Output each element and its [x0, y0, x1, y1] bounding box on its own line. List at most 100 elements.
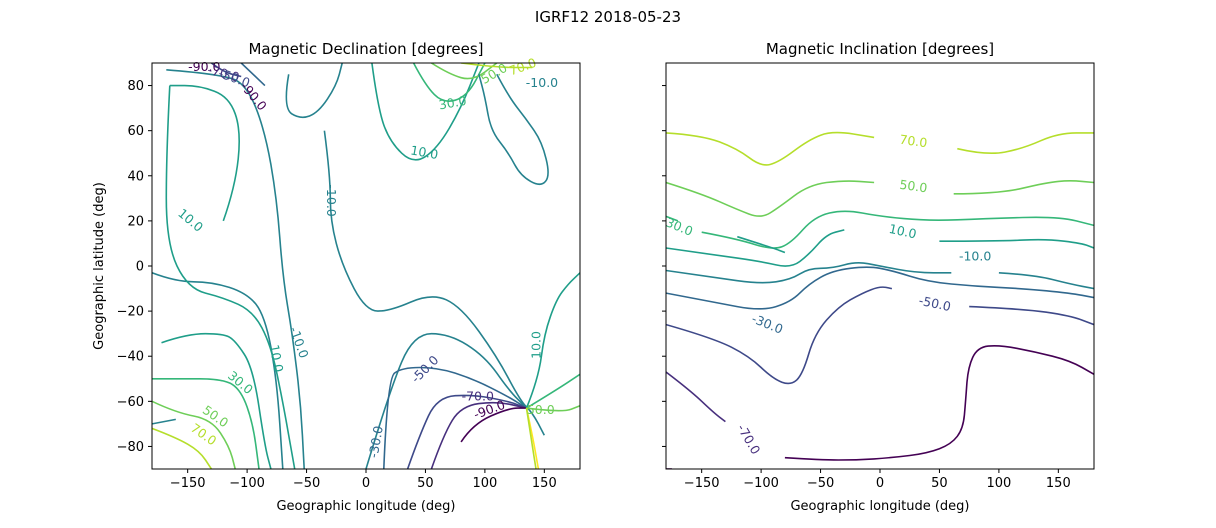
contour-line--10 — [666, 262, 952, 284]
contour-line-10 — [169, 84, 240, 222]
contour-label: 50.0 — [527, 402, 555, 417]
contour-line-10 — [525, 272, 580, 409]
contour-line--10 — [285, 63, 343, 119]
contour-label: -30.0 — [750, 311, 786, 337]
inclination-panel: Magnetic Inclination [degrees] 70.0 50.0 3… — [662, 40, 1095, 514]
y-tick-label: −80 — [117, 440, 144, 455]
declination-panel: Magnetic Declination [degrees] 10.0-10.0… — [92, 40, 581, 514]
contour-label: 10.0 — [888, 221, 918, 241]
declination-contour-labels: 10.0-10.010.030.0-10.0-10.010.030.050.07… — [175, 55, 558, 459]
contour-label: -90.0 — [238, 79, 270, 113]
contour-line--50 — [666, 286, 893, 385]
declination-x-axis: −150 −100 −50 0 50 100 150 — [170, 469, 557, 491]
x-tick-label: 100 — [472, 476, 497, 491]
x-tick-label: −150 — [170, 476, 206, 491]
contour-label: -10.0 — [287, 325, 312, 361]
x-tick-label: −100 — [743, 476, 779, 491]
x-tick-label: −150 — [684, 476, 720, 491]
contour-line--10 — [152, 272, 284, 469]
figure-title: IGRF12 2018-05-23 — [535, 8, 681, 26]
x-tick-label: 0 — [876, 476, 884, 491]
x-tick-label: 150 — [1046, 476, 1071, 491]
x-tick-label: 50 — [417, 476, 434, 491]
y-tick-label: 40 — [127, 169, 144, 184]
contour-label: -70.0 — [462, 388, 494, 403]
contour-line-30 — [526, 373, 580, 409]
contour-line--70 — [666, 371, 726, 423]
inclination-contours — [666, 131, 1094, 469]
contour-line-30 — [666, 215, 679, 222]
contour-label: 70.0 — [899, 132, 929, 151]
y-tick-label: 60 — [127, 124, 144, 139]
x-tick-label: −100 — [229, 476, 265, 491]
contour-label: 10.0 — [175, 205, 206, 234]
contour-line-50 — [953, 180, 1094, 195]
contour-line-70 — [525, 407, 537, 469]
contour-line-70 — [957, 132, 1094, 155]
contour-line--90 — [460, 407, 527, 443]
declination-x-label: Geographic longitude (deg) — [276, 499, 455, 514]
contour-line--30 — [383, 366, 527, 469]
contour-line-30 — [152, 377, 260, 469]
contour-line--90 — [784, 344, 1094, 461]
y-tick-label: −60 — [117, 395, 144, 410]
x-tick-label: 0 — [362, 476, 370, 491]
x-tick-label: 150 — [532, 476, 557, 491]
x-tick-label: −50 — [807, 476, 834, 491]
contour-line-10 — [737, 235, 786, 254]
declination-contours — [152, 63, 580, 469]
contour-label: -50.0 — [918, 293, 953, 314]
contour-label: 10.0 — [529, 331, 544, 359]
declination-y-label: Geographic latitude (deg) — [92, 182, 107, 350]
y-tick-label: 80 — [127, 79, 144, 94]
declination-y-axis: −80 −60 −40 −20 0 20 40 60 80 — [117, 79, 152, 455]
contour-line--70 — [430, 401, 527, 469]
contour-label: 10.0 — [267, 343, 287, 373]
inclination-x-axis: −150 −100 −50 0 50 100 150 — [684, 469, 1071, 491]
inclination-contour-labels: 70.0 50.0 30.0 10.0 -10.0 -50.0 -30.0 -70.0 — [664, 132, 992, 457]
contour-line-10 — [165, 85, 296, 469]
contour-label: -30.0 — [366, 424, 386, 459]
contour-line-70 — [460, 63, 533, 69]
y-tick-label: −40 — [117, 350, 144, 365]
contour-line--10 — [365, 332, 528, 469]
x-tick-label: 50 — [931, 476, 948, 491]
contour-label: 50.0 — [899, 177, 929, 196]
x-tick-label: 100 — [986, 476, 1011, 491]
contour-line-10 — [371, 63, 480, 161]
declination-title: Magnetic Declination [degrees] — [248, 40, 483, 58]
contour-line--50 — [210, 63, 242, 78]
inclination-title: Magnetic Inclination [degrees] — [766, 40, 994, 58]
contour-line--30 — [666, 266, 1094, 310]
contour-line-70 — [152, 427, 213, 469]
contour-line-30 — [412, 63, 486, 102]
contour-label: -10.0 — [959, 248, 991, 263]
contour-line-50 — [526, 405, 580, 412]
contour-line-50 — [152, 400, 236, 469]
contour-line-10 — [161, 332, 272, 469]
contour-label: 30.0 — [438, 93, 468, 113]
inclination-x-label: Geographic longitude (deg) — [790, 499, 969, 514]
contour-line--50 — [969, 305, 1094, 326]
x-tick-label: −50 — [293, 476, 320, 491]
inclination-y-axis — [662, 85, 666, 447]
contour-line-70 — [666, 131, 875, 166]
contour-line--10 — [998, 272, 1094, 290]
contour-line-50 — [430, 63, 498, 80]
contour-line--10 — [478, 73, 549, 186]
contour-label: 10.0 — [409, 142, 439, 162]
contour-line--10 — [323, 130, 546, 436]
y-tick-label: 20 — [127, 214, 144, 229]
contour-line-10 — [666, 229, 845, 267]
contour-label: 50.0 — [478, 60, 510, 87]
y-tick-label: 0 — [136, 260, 144, 275]
contour-line--50 — [406, 394, 527, 469]
contour-line--30 — [240, 63, 266, 87]
contour-line-50 — [666, 180, 875, 217]
contour-label: -10.0 — [324, 184, 339, 216]
contour-line--10 — [166, 69, 305, 469]
contour-line-10 — [939, 238, 1094, 249]
contour-line--10 — [152, 418, 176, 425]
y-tick-label: −20 — [117, 305, 144, 320]
